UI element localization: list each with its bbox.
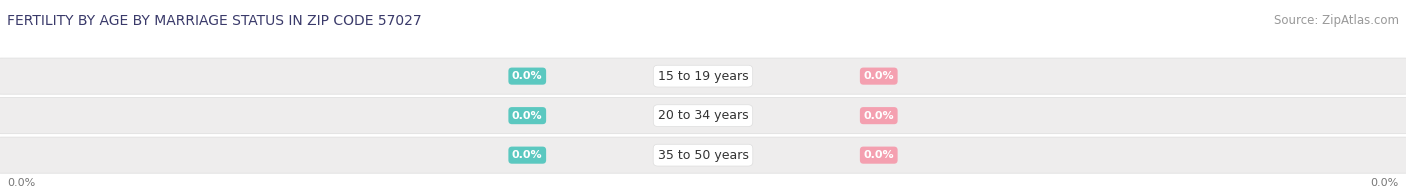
FancyBboxPatch shape [0, 58, 1406, 94]
Text: 0.0%: 0.0% [863, 111, 894, 121]
Text: 0.0%: 0.0% [1371, 178, 1399, 188]
Text: 0.0%: 0.0% [512, 111, 543, 121]
Text: 0.0%: 0.0% [7, 178, 35, 188]
Text: 0.0%: 0.0% [863, 71, 894, 81]
FancyBboxPatch shape [0, 98, 1406, 134]
Text: 0.0%: 0.0% [512, 71, 543, 81]
Text: 35 to 50 years: 35 to 50 years [658, 149, 748, 162]
Text: Source: ZipAtlas.com: Source: ZipAtlas.com [1274, 14, 1399, 27]
Text: 0.0%: 0.0% [863, 150, 894, 160]
Text: FERTILITY BY AGE BY MARRIAGE STATUS IN ZIP CODE 57027: FERTILITY BY AGE BY MARRIAGE STATUS IN Z… [7, 14, 422, 28]
FancyBboxPatch shape [0, 137, 1406, 173]
Text: 0.0%: 0.0% [512, 150, 543, 160]
Text: 20 to 34 years: 20 to 34 years [658, 109, 748, 122]
Text: 15 to 19 years: 15 to 19 years [658, 70, 748, 83]
